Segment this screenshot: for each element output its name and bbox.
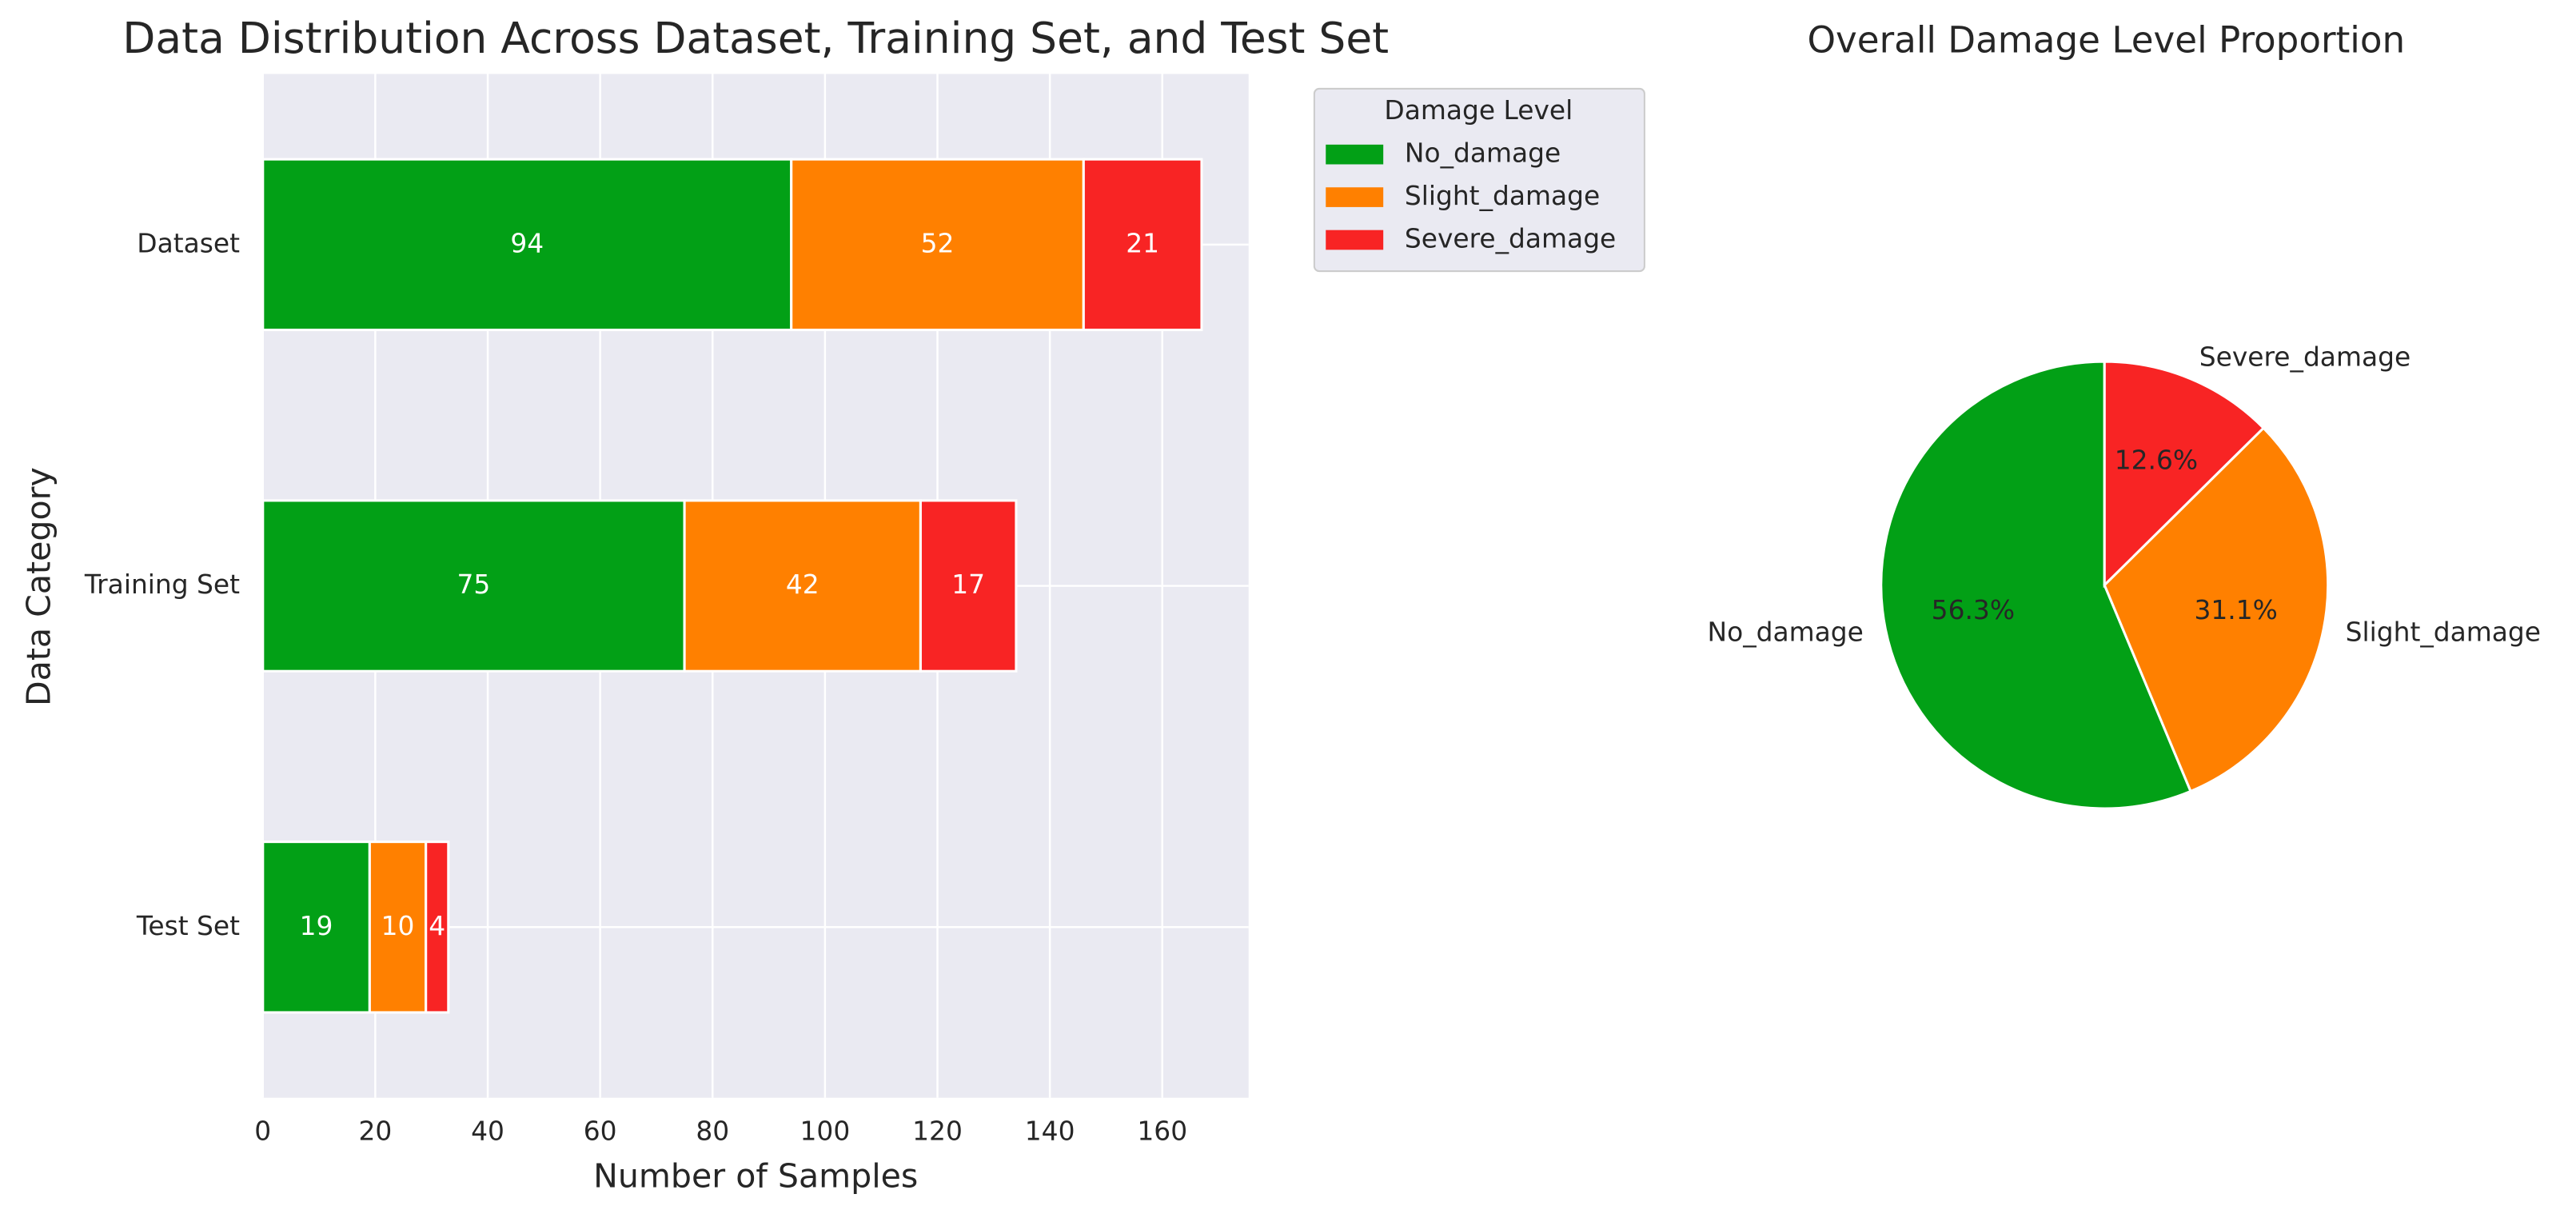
y-axis-label: Data Category	[19, 467, 58, 706]
x-tick-label: 0	[254, 1115, 271, 1146]
x-tick-label: 120	[912, 1115, 963, 1146]
legend-label: No_damage	[1405, 138, 1561, 169]
bar-title: Data Distribution Across Dataset, Traini…	[122, 13, 1389, 63]
data-label: 94	[510, 227, 544, 258]
data-label: 10	[381, 910, 415, 941]
legend-box	[1313, 87, 1645, 273]
legend-label: Severe_damage	[1405, 223, 1616, 254]
data-label: 42	[786, 569, 819, 600]
x-tick-label: 100	[800, 1115, 851, 1146]
data-label: 17	[951, 569, 985, 600]
pie-pct-label: 31.1%	[2194, 594, 2277, 625]
bar-segment	[261, 158, 793, 332]
x-tick-label: 60	[584, 1115, 617, 1146]
legend: Damage Level No_damage Slight_damage Severe…	[1313, 87, 1645, 273]
pie-label: No_damage	[1708, 616, 1864, 647]
pie-wedge	[2103, 360, 2266, 589]
legend-label: Slight_damage	[1405, 180, 1600, 211]
data-label: 21	[1126, 227, 1159, 258]
y-tick-label: Dataset	[137, 227, 240, 258]
pie-wedge	[1880, 360, 2193, 810]
bar-segment	[261, 841, 371, 1014]
legend-swatch	[1326, 230, 1384, 250]
data-label: 4	[429, 910, 445, 941]
bar-segment	[919, 499, 1018, 673]
legend-title: Damage Level	[1384, 94, 1573, 126]
x-tick-label: 20	[358, 1115, 392, 1146]
x-tick-label: 160	[1137, 1115, 1187, 1146]
pie-title: Overall Damage Level Proportion	[1807, 18, 2405, 61]
pie-pct-label: 56.3%	[1932, 594, 2015, 625]
bar-segment	[368, 841, 428, 1014]
y-tick-label: Training Set	[84, 569, 240, 600]
pie-pct-label: 12.6%	[2115, 444, 2198, 475]
pie-label: Severe_damage	[2199, 341, 2411, 372]
legend-swatch	[1326, 144, 1384, 165]
bar-segment	[1082, 158, 1203, 332]
x-tick-label: 80	[696, 1115, 729, 1146]
data-label: 52	[921, 227, 955, 258]
pie-wedge	[2103, 425, 2330, 793]
legend-swatch	[1326, 187, 1384, 207]
bar-segment	[425, 841, 450, 1014]
pie-label: Slight_damage	[2346, 616, 2541, 647]
bar-segment	[683, 499, 922, 673]
x-axis-label: Number of Samples	[593, 1156, 918, 1195]
x-tick-label: 40	[471, 1115, 504, 1146]
x-tick-label: 140	[1025, 1115, 1075, 1146]
y-tick-label: Test Set	[136, 910, 240, 941]
bar-segment	[790, 158, 1085, 332]
data-label: 19	[300, 910, 333, 941]
data-label: 75	[457, 569, 491, 600]
